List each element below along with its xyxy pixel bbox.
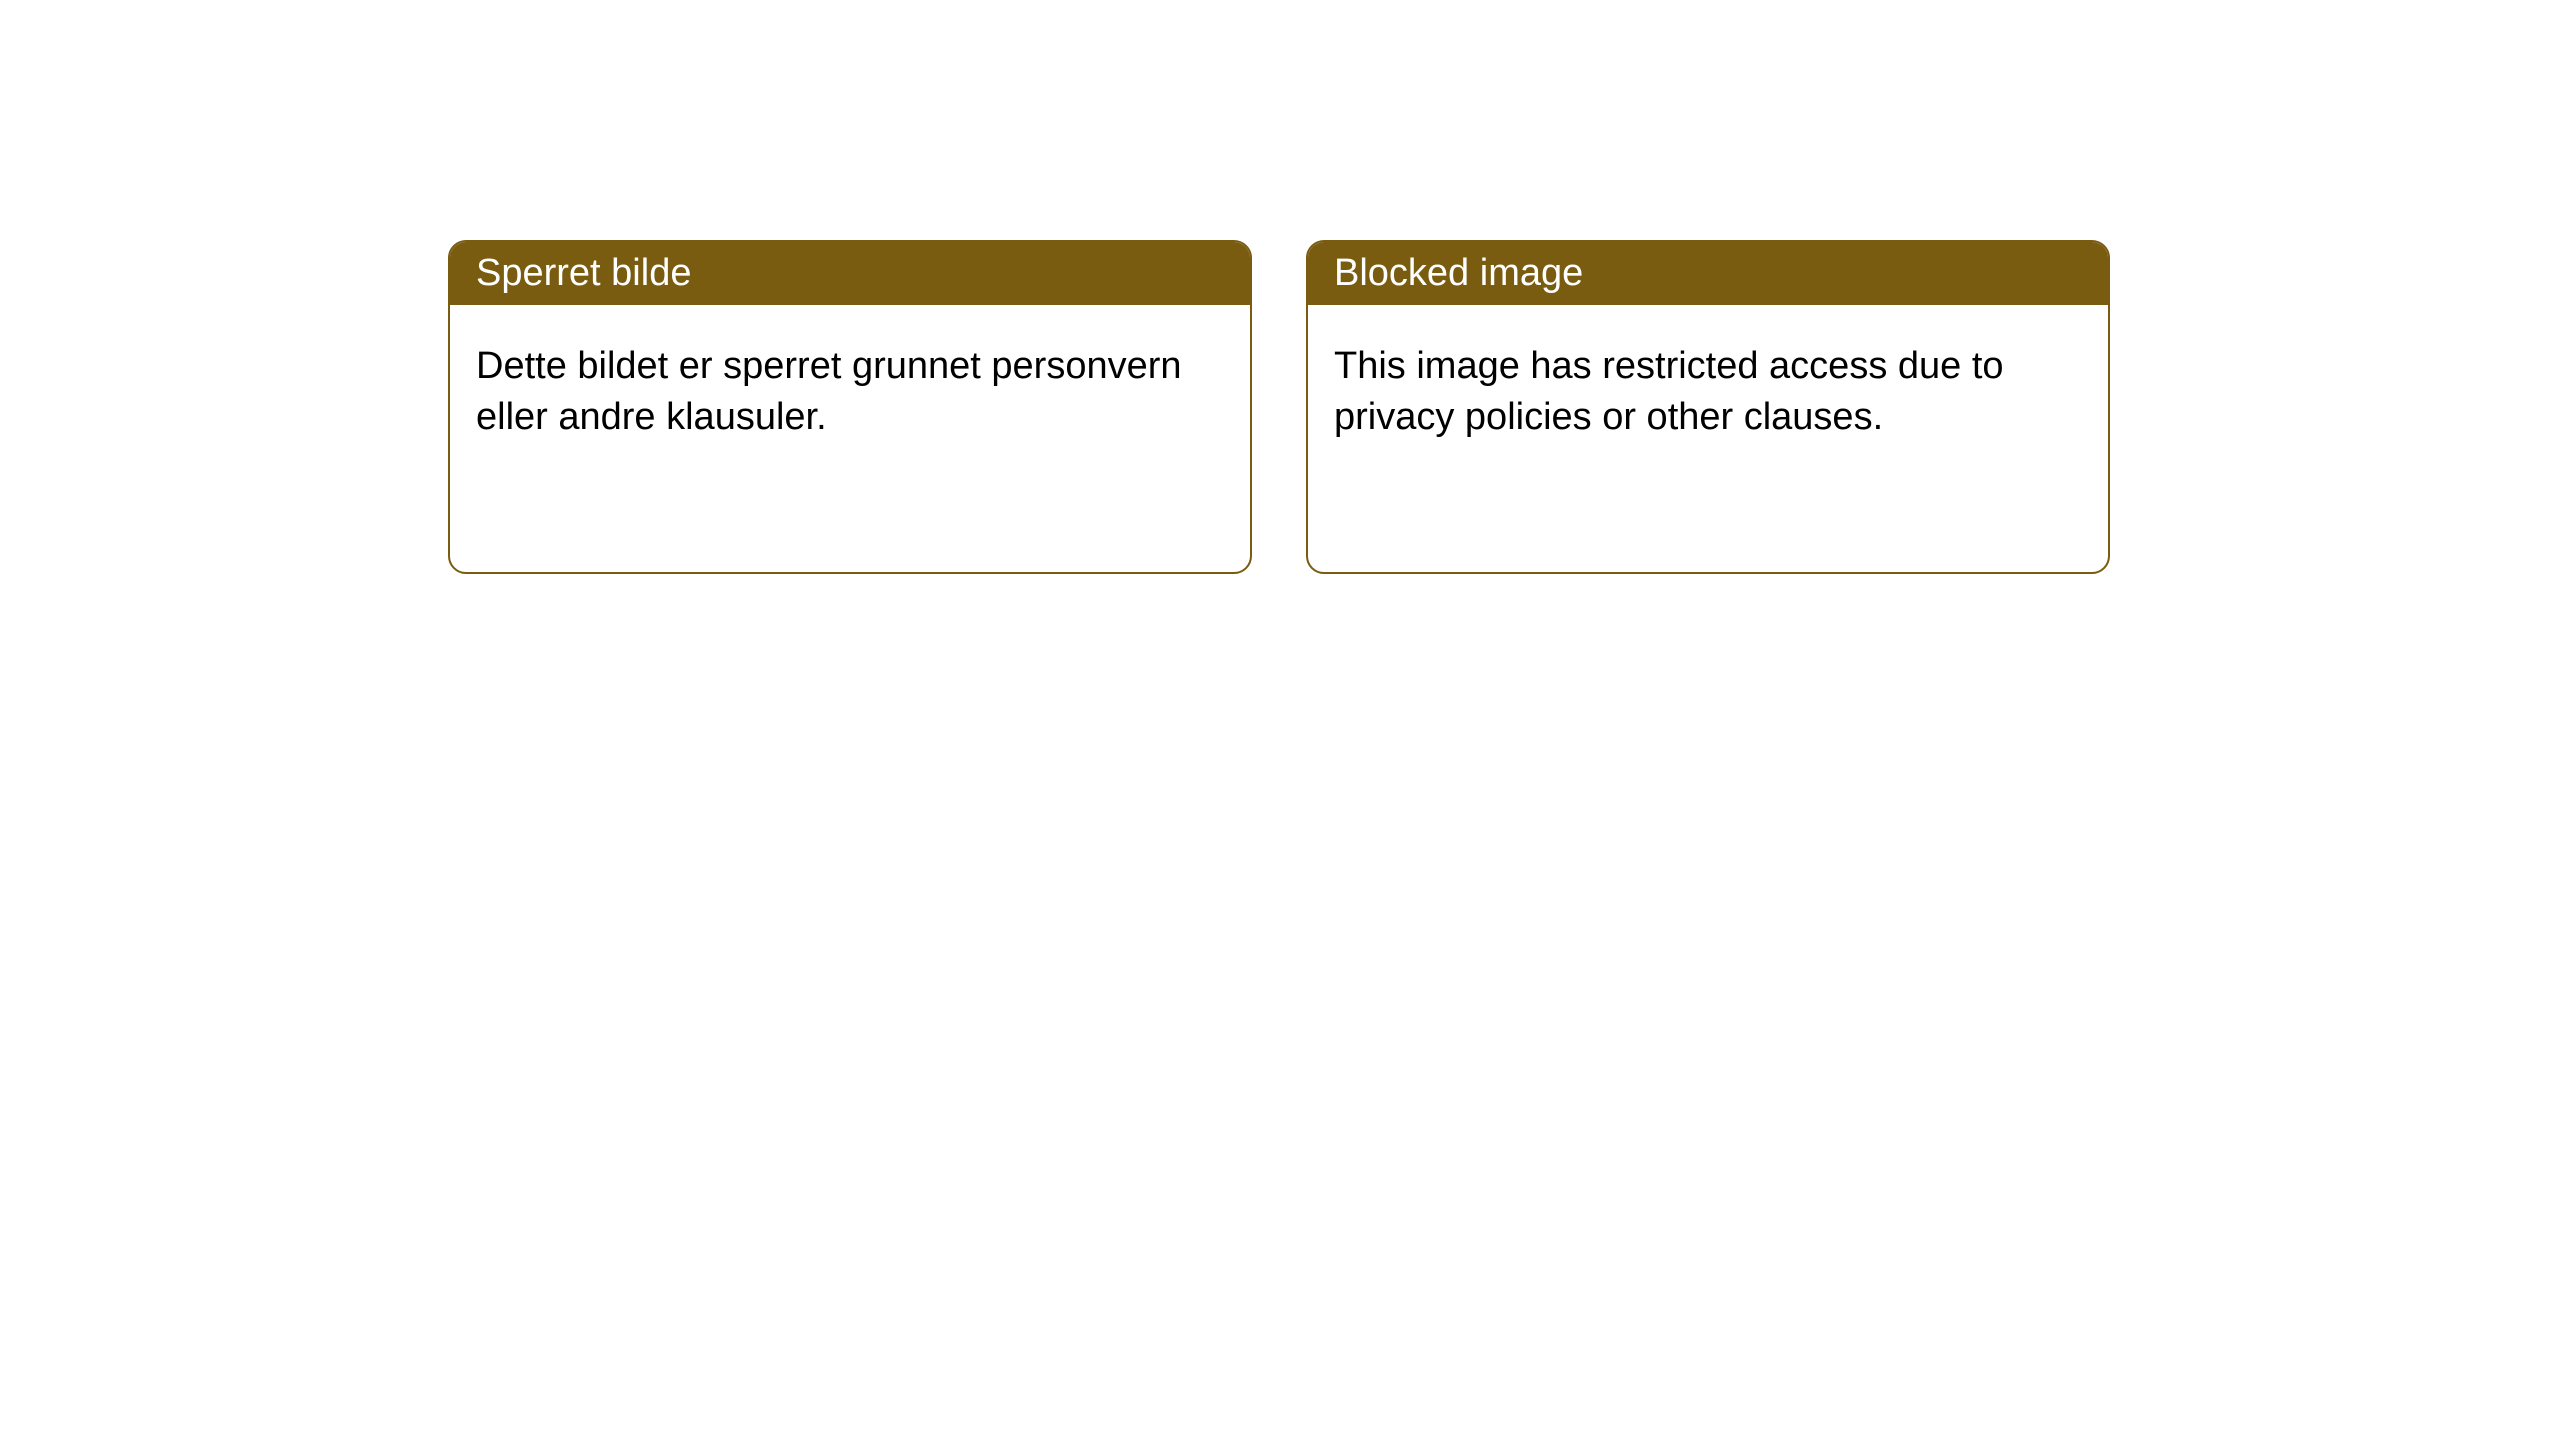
card-title: Sperret bilde — [476, 252, 691, 294]
card-body-text: Dette bildet er sperret grunnet personve… — [476, 345, 1182, 438]
card-header: Sperret bilde — [450, 242, 1250, 305]
notice-card-english: Blocked image This image has restricted … — [1306, 240, 2110, 574]
notice-container: Sperret bilde Dette bildet er sperret gr… — [0, 0, 2560, 574]
card-header: Blocked image — [1308, 242, 2108, 305]
notice-card-norwegian: Sperret bilde Dette bildet er sperret gr… — [448, 240, 1252, 574]
card-body-text: This image has restricted access due to … — [1334, 345, 2004, 438]
card-title: Blocked image — [1334, 252, 1583, 294]
card-body: This image has restricted access due to … — [1308, 305, 2108, 480]
card-body: Dette bildet er sperret grunnet personve… — [450, 305, 1250, 480]
